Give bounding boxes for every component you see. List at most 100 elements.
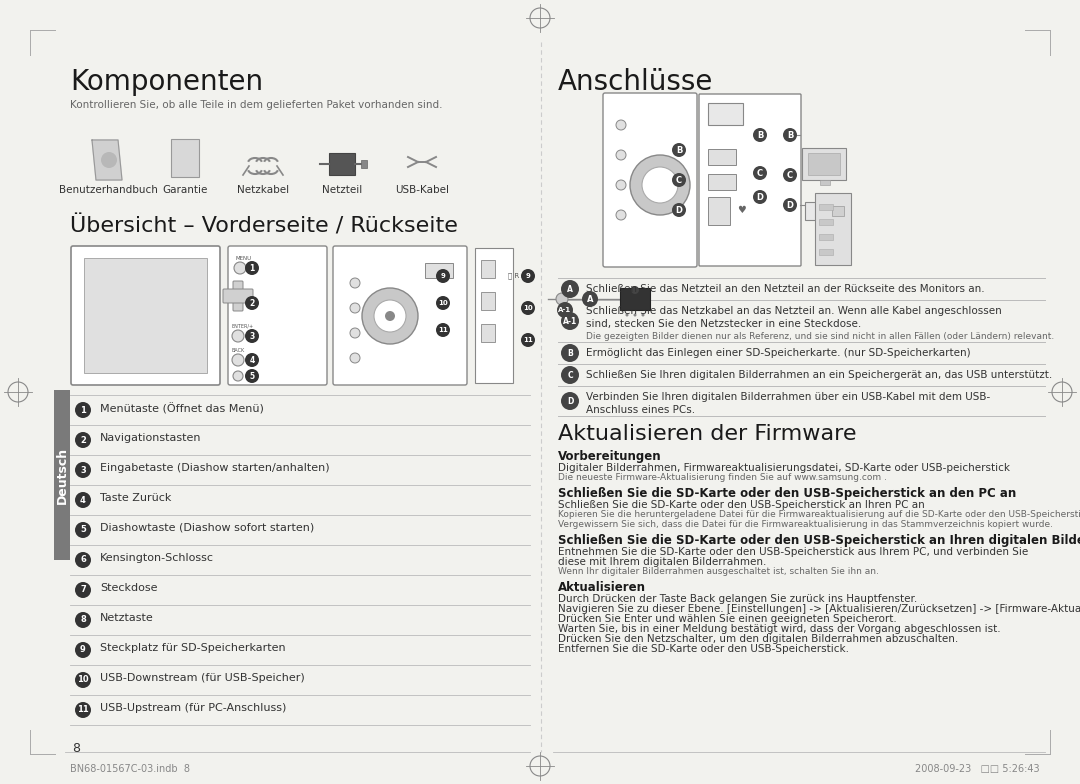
Text: A: A xyxy=(567,285,572,293)
Circle shape xyxy=(350,353,360,363)
Text: ENTER/+: ENTER/+ xyxy=(232,323,254,328)
Text: ⳨ R: ⳨ R xyxy=(508,273,519,279)
Text: Ermöglicht das Einlegen einer SD-Speicherkarte. (nur SD-Speicherkarten): Ermöglicht das Einlegen einer SD-Speiche… xyxy=(586,348,971,358)
Circle shape xyxy=(783,168,797,182)
Bar xyxy=(620,288,650,310)
Text: Schließen Sie Ihren digitalen Bilderrahmen an ein Speichergerät an, das USB unte: Schließen Sie Ihren digitalen Bilderrahm… xyxy=(586,370,1052,380)
Text: 5: 5 xyxy=(249,372,255,380)
Text: Kensington-Schlossc: Kensington-Schlossc xyxy=(100,553,214,563)
Text: 6: 6 xyxy=(80,556,86,564)
Text: Netzteil: Netzteil xyxy=(322,185,362,195)
Text: Kontrollieren Sie, ob alle Teile in dem gelieferten Paket vorhanden sind.: Kontrollieren Sie, ob alle Teile in dem … xyxy=(70,100,443,110)
Text: Navigationstasten: Navigationstasten xyxy=(100,433,202,443)
Circle shape xyxy=(75,522,91,538)
Circle shape xyxy=(75,462,91,478)
Text: 3: 3 xyxy=(80,466,86,474)
Circle shape xyxy=(245,369,259,383)
Circle shape xyxy=(350,328,360,338)
Text: D: D xyxy=(756,193,764,201)
Circle shape xyxy=(75,582,91,598)
Circle shape xyxy=(233,371,243,381)
Circle shape xyxy=(436,269,450,283)
Text: 2008-09-23   □□ 5:26:43: 2008-09-23 □□ 5:26:43 xyxy=(916,764,1040,774)
Circle shape xyxy=(245,353,259,367)
Text: Menütaste (Öffnet das Menü): Menütaste (Öffnet das Menü) xyxy=(100,403,264,415)
Text: Die gezeigten Bilder dienen nur als Referenz, und sie sind nicht in allen Fällen: Die gezeigten Bilder dienen nur als Refe… xyxy=(586,332,1054,341)
Text: B: B xyxy=(567,349,572,358)
Text: Aktualisieren der Firmware: Aktualisieren der Firmware xyxy=(558,424,856,444)
Circle shape xyxy=(245,329,259,343)
Circle shape xyxy=(753,190,767,204)
Text: Benutzerhandbuch: Benutzerhandbuch xyxy=(58,185,158,195)
Bar xyxy=(426,263,453,278)
Text: USB-Downstream (für USB-Speicher): USB-Downstream (für USB-Speicher) xyxy=(100,673,305,683)
Text: 9: 9 xyxy=(80,645,86,655)
Circle shape xyxy=(75,552,91,568)
Text: C: C xyxy=(787,170,793,180)
Circle shape xyxy=(234,262,246,274)
Text: 8: 8 xyxy=(72,742,80,755)
Text: D: D xyxy=(675,205,683,215)
Text: ♥: ♥ xyxy=(738,205,746,215)
Circle shape xyxy=(384,311,395,321)
Bar xyxy=(84,258,207,373)
Polygon shape xyxy=(92,140,122,180)
Text: D: D xyxy=(786,201,794,209)
Text: 10: 10 xyxy=(523,305,532,311)
Circle shape xyxy=(521,333,535,347)
FancyBboxPatch shape xyxy=(228,246,327,385)
Circle shape xyxy=(75,642,91,658)
Text: Verbinden Sie Ihren digitalen Bilderrahmen über ein USB-Kabel mit dem USB-: Verbinden Sie Ihren digitalen Bilderrahm… xyxy=(586,392,990,402)
Bar xyxy=(708,149,735,165)
Text: Schließen Sie das Netzteil an den Netzteil an der Rückseite des Monitors an.: Schließen Sie das Netzteil an den Netzte… xyxy=(586,284,985,294)
Bar xyxy=(481,292,495,310)
Text: C: C xyxy=(676,176,683,184)
Circle shape xyxy=(436,296,450,310)
Text: BN68-01567C-03.indb  8: BN68-01567C-03.indb 8 xyxy=(70,764,190,774)
FancyBboxPatch shape xyxy=(233,281,243,311)
FancyBboxPatch shape xyxy=(222,289,253,303)
Circle shape xyxy=(245,261,259,275)
Bar xyxy=(819,219,833,225)
Bar xyxy=(329,153,355,175)
Text: 11: 11 xyxy=(523,337,532,343)
Text: C: C xyxy=(757,169,764,177)
Circle shape xyxy=(75,492,91,508)
Bar xyxy=(54,390,70,560)
Circle shape xyxy=(350,278,360,288)
Text: Navigieren Sie zu dieser Ebene. [Einstellungen] -> [Aktualisieren/Zurücksetzen] : Navigieren Sie zu dieser Ebene. [Einstel… xyxy=(558,604,1080,614)
Circle shape xyxy=(616,180,626,190)
Bar xyxy=(819,249,833,255)
Circle shape xyxy=(102,152,117,168)
Text: Eingabetaste (Diashow starten/anhalten): Eingabetaste (Diashow starten/anhalten) xyxy=(100,463,329,473)
Text: Anschluss eines PCs.: Anschluss eines PCs. xyxy=(586,405,696,415)
Text: Durch Drücken der Taste Back gelangen Sie zurück ins Hauptfenster.: Durch Drücken der Taste Back gelangen Si… xyxy=(558,594,917,604)
Bar xyxy=(808,153,840,175)
Bar xyxy=(815,193,851,265)
Text: Übersicht – Vorderseite / Rückseite: Übersicht – Vorderseite / Rückseite xyxy=(70,215,458,236)
Text: A-1: A-1 xyxy=(558,307,571,313)
Circle shape xyxy=(672,143,686,157)
Circle shape xyxy=(642,314,645,317)
Circle shape xyxy=(582,291,598,307)
Circle shape xyxy=(75,702,91,718)
Bar xyxy=(708,197,730,225)
Circle shape xyxy=(557,302,573,318)
Bar xyxy=(805,202,843,220)
Circle shape xyxy=(625,314,629,317)
Text: Netztaste: Netztaste xyxy=(100,613,153,623)
Circle shape xyxy=(616,120,626,130)
Circle shape xyxy=(561,344,579,362)
Text: diese mit Ihrem digitalen Bilderrahmen.: diese mit Ihrem digitalen Bilderrahmen. xyxy=(558,557,767,567)
Bar xyxy=(832,206,843,216)
Circle shape xyxy=(521,301,535,315)
Text: 11: 11 xyxy=(438,327,448,333)
Circle shape xyxy=(436,323,450,337)
Bar xyxy=(481,324,495,342)
Text: 1: 1 xyxy=(80,405,86,415)
Circle shape xyxy=(631,286,639,294)
Circle shape xyxy=(753,166,767,180)
Text: BACK: BACK xyxy=(232,348,245,353)
Text: 9: 9 xyxy=(517,271,523,281)
Text: 10: 10 xyxy=(438,300,448,306)
